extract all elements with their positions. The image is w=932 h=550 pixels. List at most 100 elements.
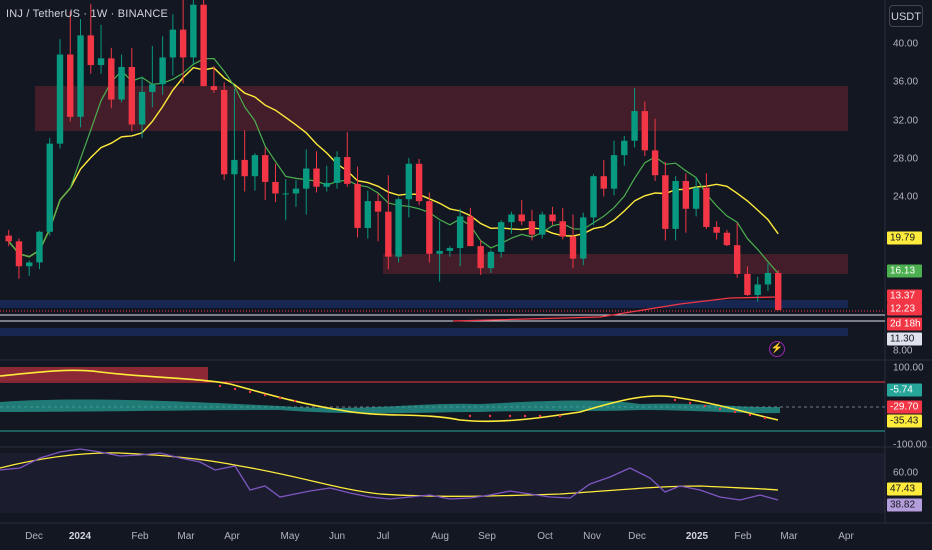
- osc-signal-dot: [703, 404, 707, 408]
- candle: [559, 221, 566, 237]
- osc-wave1-label: -5.74: [887, 383, 922, 397]
- price-axis-tick: 8.00: [893, 345, 913, 357]
- candle: [580, 217, 587, 259]
- symbol-title: INJ / TetherUS · 1W · BINANCE: [6, 8, 169, 20]
- ma-slow-price-label: 19.79: [887, 231, 922, 245]
- candle: [97, 58, 105, 66]
- candle: [610, 155, 618, 189]
- price-axis-tick: 40.00: [893, 38, 919, 50]
- ma200-line: [452, 296, 779, 322]
- candle: [108, 58, 115, 100]
- candle: [528, 221, 536, 235]
- candle: [518, 214, 525, 222]
- candle: [508, 214, 515, 223]
- candle: [723, 232, 731, 246]
- candle: [323, 182, 330, 187]
- bolt-icon[interactable]: ⚡: [769, 341, 785, 357]
- candle: [621, 140, 628, 156]
- candle: [374, 201, 382, 212]
- time-axis-label: Mar: [177, 531, 195, 542]
- osc-signal-dot: [748, 413, 752, 417]
- candle: [46, 143, 53, 232]
- price-axis-tick: 28.00: [893, 153, 919, 165]
- ma200-price-label: 13.37: [887, 289, 922, 303]
- time-axis-label: Aug: [431, 531, 449, 542]
- currency-button[interactable]: USDT: [889, 5, 923, 27]
- candle: [395, 199, 402, 257]
- time-axis-label: Feb: [734, 531, 752, 542]
- candle: [210, 86, 218, 90]
- candle: [67, 54, 74, 117]
- candle: [333, 157, 341, 183]
- osc-signal-dot: [218, 384, 222, 388]
- time-axis-label: 2024: [68, 531, 92, 542]
- time-axis-label: 2025: [685, 531, 709, 542]
- osc-signal-dot: [263, 393, 267, 397]
- last-price-label: 12.23: [887, 302, 922, 316]
- osc-wave2-line: [0, 369, 779, 423]
- osc-signal-dot: [488, 414, 492, 418]
- time-axis-label: Feb: [131, 531, 149, 542]
- candle: [354, 183, 361, 228]
- osc-signal-dot: [673, 398, 677, 402]
- candle: [651, 150, 659, 176]
- candle: [744, 273, 751, 295]
- osc-signal-dot: [278, 396, 282, 400]
- osc-wave2-label: -35.43: [887, 414, 922, 428]
- candle: [415, 163, 423, 202]
- time-axis-label: Oct: [537, 531, 553, 542]
- time-axis-label: Dec: [25, 531, 43, 542]
- candle: [754, 284, 761, 295]
- candle: [764, 272, 772, 285]
- candle: [241, 159, 248, 177]
- rsi-ma-label: 47.43: [887, 482, 922, 496]
- osc-signal-dot: [763, 416, 767, 420]
- time-axis-label: Jun: [328, 531, 346, 542]
- price-axis-tick: 32.00: [893, 115, 919, 127]
- candle: [5, 235, 12, 242]
- candle: [149, 84, 156, 92]
- time-axis-label: Jul: [376, 531, 390, 542]
- candle: [590, 176, 597, 218]
- rsi-band: [0, 453, 885, 473]
- osc-signal-dot: [733, 410, 737, 414]
- candle: [56, 54, 64, 144]
- candle: [262, 155, 269, 182]
- candle: [539, 214, 546, 235]
- time-axis-label: Sep: [478, 531, 496, 542]
- candle: [446, 248, 454, 251]
- candle: [313, 168, 320, 187]
- time-axis-label: Apr: [838, 531, 854, 542]
- rsi-axis-tick: 60.00: [893, 467, 919, 479]
- candle: [477, 246, 484, 269]
- rsi-value-label: 38.82: [887, 498, 922, 512]
- time-axis-label: Mar: [780, 531, 798, 542]
- osc-signal-dot: [508, 414, 512, 418]
- price-axis-tick: 24.00: [893, 191, 919, 203]
- osc-signal-dot: [688, 401, 692, 405]
- candle: [662, 175, 669, 229]
- price-axis-tick: 36.00: [893, 76, 919, 88]
- candle: [467, 216, 474, 247]
- candle: [487, 251, 495, 269]
- ma-slow-line: [8, 66, 779, 258]
- candle: [703, 187, 710, 227]
- candle: [77, 35, 84, 117]
- osc-wave1-area: [0, 399, 780, 414]
- candle: [26, 262, 33, 267]
- candle: [672, 180, 679, 229]
- time-axis-label: Dec: [628, 531, 646, 542]
- candle: [682, 180, 690, 209]
- candle: [272, 181, 279, 194]
- candle: [200, 4, 207, 87]
- osc-signal-label: -29.70: [887, 400, 922, 414]
- candle: [87, 35, 94, 66]
- resistance-zone: [35, 86, 848, 131]
- rsi-line: [0, 448, 779, 501]
- candle: [169, 29, 177, 58]
- candle: [385, 211, 392, 257]
- ma-fast-line: [8, 57, 779, 274]
- candle: [405, 163, 413, 200]
- candle: [179, 29, 187, 58]
